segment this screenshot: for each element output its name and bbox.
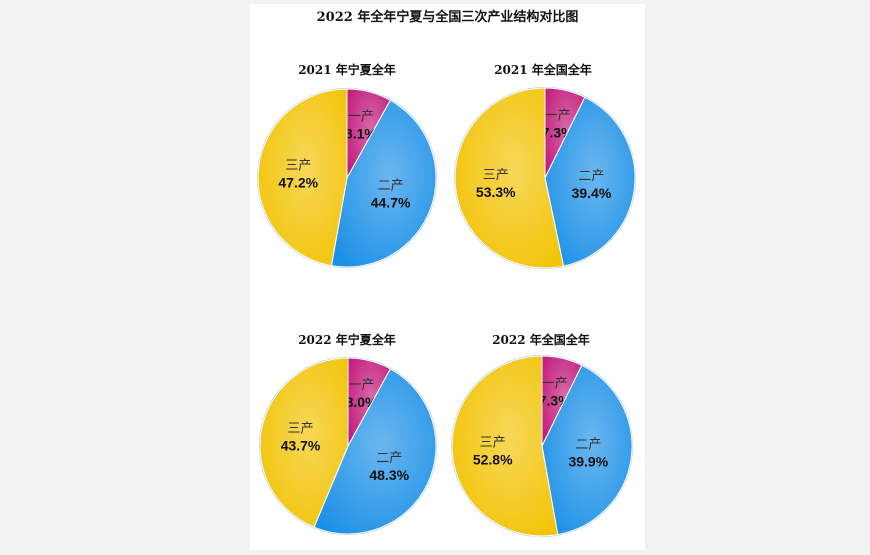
slice-name-label: 二产 bbox=[376, 451, 402, 466]
pie-title-2021-ningxia: 2021 年宁夏全年 bbox=[298, 63, 396, 77]
slice-value-label: 39.9% bbox=[568, 454, 608, 470]
slice-name-label: 一产 bbox=[348, 110, 374, 125]
pie-slice-shade bbox=[545, 88, 585, 178]
pie-title-2022-national: 2022 年全国全年 bbox=[492, 333, 590, 347]
slice-value-label: 53.3% bbox=[476, 184, 516, 200]
slice-value-label: 47.2% bbox=[278, 175, 318, 191]
slice-name-label: 一产 bbox=[545, 109, 571, 124]
slice-name-label: 三产 bbox=[288, 421, 314, 436]
slice-name-label: 三产 bbox=[483, 168, 509, 183]
pie-title-2022-ningxia: 2022 年宁夏全年 bbox=[298, 333, 396, 347]
pie-slice-shade bbox=[314, 368, 437, 535]
pie-slice-shade bbox=[259, 358, 348, 528]
pie-slice-shade bbox=[542, 356, 582, 446]
pie-slice-shade bbox=[452, 356, 558, 536]
slice-value-label: 48.3% bbox=[369, 467, 409, 483]
slice-name-label: 二产 bbox=[378, 179, 404, 194]
slice-value-label: 44.7% bbox=[371, 195, 411, 211]
pie-slice-shade bbox=[545, 97, 635, 267]
pie-title-2021-national: 2021 年全国全年 bbox=[494, 63, 592, 77]
pie-slice-shade bbox=[331, 100, 436, 268]
slice-value-label: 52.8% bbox=[473, 451, 513, 467]
slice-name-label: 二产 bbox=[578, 169, 604, 184]
chart-title: 2022 年全年宁夏与全国三次产业结构对比图 bbox=[316, 10, 579, 25]
slice-value-label: 43.7% bbox=[281, 437, 321, 453]
slice-name-label: 一产 bbox=[349, 378, 375, 393]
slice-name-label: 二产 bbox=[575, 438, 601, 453]
pie-slice-shade bbox=[348, 358, 391, 446]
slice-value-label: 39.4% bbox=[572, 185, 612, 201]
slice-name-label: 一产 bbox=[542, 377, 568, 392]
slice-name-label: 三产 bbox=[285, 159, 311, 174]
pie-slice-shade bbox=[455, 88, 564, 268]
pie-slice-shade bbox=[347, 89, 391, 178]
pie-slice-shade bbox=[542, 365, 632, 535]
pie-slice-shade bbox=[258, 89, 347, 266]
slice-name-label: 三产 bbox=[480, 435, 506, 450]
